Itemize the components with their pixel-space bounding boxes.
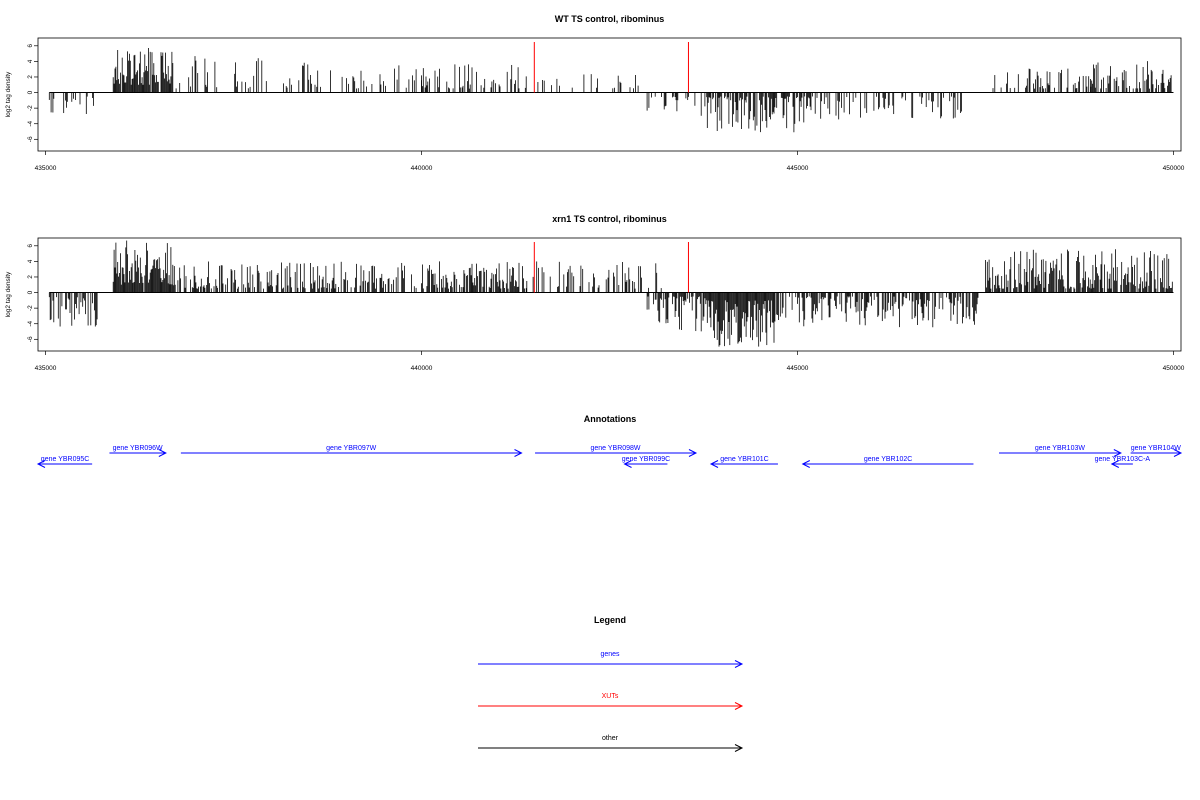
legend-title: Legend [594, 615, 626, 625]
annotation-label: gene YBR101C [720, 456, 769, 463]
annotations-title: Annotations [584, 414, 637, 424]
wt-ytick-label: 2 [27, 75, 34, 79]
xrn1-ytick-label: -4 [27, 320, 34, 326]
wt-track-panel: WT TS control, ribominus log2 tag densit… [5, 14, 1185, 172]
wt-xtick-label: 445000 [787, 165, 809, 172]
xrn1-ytick-label: 0 [27, 290, 34, 294]
wt-ytick-label: -6 [27, 136, 34, 142]
annotation-label: gene YBR103W [1035, 445, 1085, 452]
xrn1-xtick-label: 445000 [787, 365, 809, 372]
xrn1-ytick-label: -6 [27, 336, 34, 342]
annotation-features: gene YBR095C gene YBR096W gene YBR097W gene… [36, 445, 1183, 468]
legend-arrow-xut [478, 702, 744, 710]
legend-panel: Legend genes XUTs other [478, 615, 744, 752]
annotation-label: gene YBR103C-A [1095, 456, 1151, 463]
annotation-label: gene YBR097W [326, 445, 376, 452]
xrn1-ytick-label: 2 [27, 275, 34, 279]
annotation-label: gene YBR098W [590, 445, 640, 452]
legend-arrow-gene [478, 660, 744, 668]
legend-items: genes XUTs other [478, 651, 744, 752]
annotation-arrow [801, 460, 974, 468]
annotation-arrow [180, 449, 523, 457]
xrn1-track-xut-markers [533, 242, 689, 293]
wt-track-xut-markers [533, 42, 689, 93]
legend-arrow-other [478, 744, 744, 752]
legend-label-xut: XUTs [602, 693, 619, 700]
annotation-arrow [709, 460, 778, 468]
wt-track-x-axis: 435000 440000 445000 450000 [35, 151, 1185, 172]
wt-track-frame [37, 37, 1182, 152]
xrn1-track-bars [48, 240, 1173, 347]
annotation-arrow [36, 460, 93, 468]
annotation-arrow [1110, 460, 1133, 468]
annotation-arrow [999, 449, 1122, 457]
legend-label-other: other [602, 735, 619, 742]
annotation-arrow [623, 460, 668, 468]
wt-track-bars [48, 47, 1172, 133]
wt-track-ylabel: log2 tag density [5, 71, 12, 117]
annotation-label: gene YBR095C [41, 456, 90, 463]
xrn1-track-title: xrn1 TS control, ribominus [552, 214, 667, 224]
annotation-arrow [1130, 449, 1183, 457]
wt-xtick-label: 440000 [411, 165, 433, 172]
wt-xtick-label: 450000 [1163, 165, 1185, 172]
annotation-arrow [109, 449, 167, 457]
annotation-label: gene YBR096W [113, 445, 163, 452]
wt-ytick-label: 0 [27, 90, 34, 94]
xrn1-track-y-axis: -6 -4 -2 0 2 4 6 [27, 244, 38, 342]
annotation-label: gene YBR099C [622, 456, 671, 463]
xrn1-xtick-label: 435000 [35, 365, 57, 372]
xrn1-ytick-label: -2 [27, 305, 34, 311]
xrn1-xtick-label: 440000 [411, 365, 433, 372]
wt-ytick-label: 6 [27, 44, 34, 48]
xrn1-xtick-label: 450000 [1163, 365, 1185, 372]
annotation-label: gene YBR102C [864, 456, 913, 463]
legend-label-gene: genes [600, 651, 620, 658]
xrn1-track-panel: xrn1 TS control, ribominus log2 tag dens… [5, 214, 1185, 372]
xrn1-track-ylabel: log2 tag density [5, 271, 12, 317]
wt-track-title: WT TS control, ribominus [555, 14, 665, 24]
xrn1-ytick-label: 6 [27, 244, 34, 248]
wt-ytick-label: -2 [27, 105, 34, 111]
annotation-label: gene YBR104W [1131, 445, 1181, 452]
wt-track-y-axis: -6 -4 -2 0 2 4 6 [27, 44, 38, 142]
wt-ytick-label: 4 [27, 59, 34, 63]
xrn1-ytick-label: 4 [27, 259, 34, 263]
wt-xtick-label: 435000 [35, 165, 57, 172]
xrn1-track-x-axis: 435000 440000 445000 450000 [35, 351, 1185, 372]
annotation-arrow [535, 449, 698, 457]
wt-ytick-label: -4 [27, 120, 34, 126]
xrn1-track-frame [37, 237, 1182, 352]
